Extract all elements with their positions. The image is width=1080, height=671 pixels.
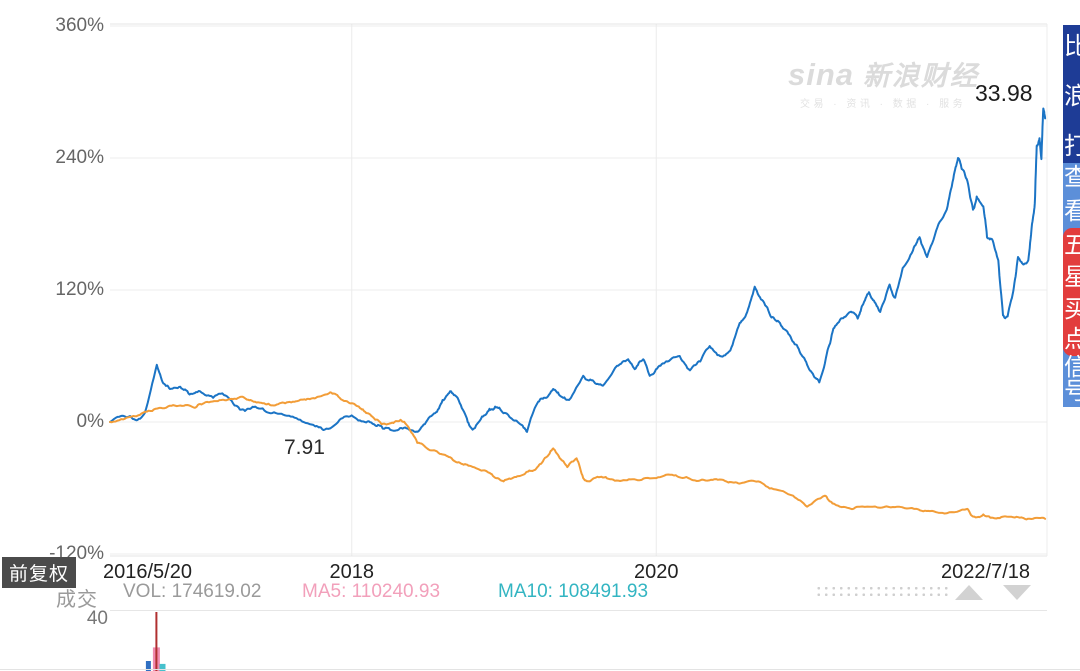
- y-axis-label: 120%: [55, 279, 104, 300]
- banner-char: 买: [1064, 296, 1080, 323]
- side-promo-banner[interactable]: 比浪打 查看五星买点信号: [1063, 25, 1080, 407]
- vol-legend: VOL: 174619.02: [123, 581, 262, 602]
- volume-bar: [159, 663, 166, 671]
- x-axis-label: 2018: [329, 561, 374, 583]
- y-axis-label: 0%: [76, 411, 104, 432]
- volume-pane-label[interactable]: 成交: [56, 589, 98, 611]
- x-axis-label: 2016/5/20: [103, 561, 192, 583]
- banner-char: 号: [1064, 378, 1080, 405]
- banner-char: 查: [1064, 164, 1080, 191]
- sina-finance-name: 新浪财经: [863, 61, 980, 91]
- banner-top-segment[interactable]: 比浪打: [1063, 25, 1080, 163]
- chart-scrollbar-dots[interactable]: [815, 585, 951, 599]
- banner-char: 点: [1064, 326, 1080, 353]
- triangle-down-icon[interactable]: [1003, 585, 1031, 600]
- watermark-tagline: 交易 · 资讯 · 数据 · 服务: [800, 99, 967, 110]
- x-axis-label: 2020: [634, 561, 679, 583]
- low-value-annotation: 7.91: [284, 436, 325, 459]
- banner-char: 五: [1064, 232, 1080, 259]
- bottom-divider: [0, 669, 1080, 670]
- banner-char: 比: [1064, 33, 1080, 60]
- series-stock-price-pct: [109, 107, 1047, 433]
- x-axis-label: 2022/7/18: [941, 561, 1030, 583]
- volume-bar: [145, 661, 151, 671]
- triangle-up-icon[interactable]: [955, 585, 983, 600]
- banner-char: 看: [1064, 198, 1080, 225]
- five-star-buy-badge: [1063, 228, 1080, 356]
- ma10-legend: MA10: 108491.93: [498, 581, 649, 602]
- banner-char: 浪: [1064, 83, 1080, 110]
- y-axis-label: 240%: [55, 147, 104, 168]
- sina-watermark: sina 新浪财经 交易 · 资讯 · 数据 · 服务: [788, 54, 979, 110]
- end-value-annotation: 33.98: [975, 80, 1033, 106]
- forward-adjust-button[interactable]: 前复权: [2, 557, 77, 588]
- banner-char: 信: [1064, 354, 1080, 381]
- banner-char: 打: [1064, 133, 1080, 160]
- banner-bottom-segment[interactable]: 查看五星买点信号: [1063, 163, 1080, 407]
- ma5-legend: MA5: 110240.93: [302, 581, 441, 602]
- banner-char: 星: [1064, 264, 1080, 291]
- series-benchmark-pct: [109, 391, 1047, 521]
- sina-logo: sina: [788, 57, 855, 92]
- volume-bar: [155, 612, 158, 671]
- volume-scale-tick: 40: [86, 608, 108, 629]
- y-axis-label: 360%: [55, 15, 104, 36]
